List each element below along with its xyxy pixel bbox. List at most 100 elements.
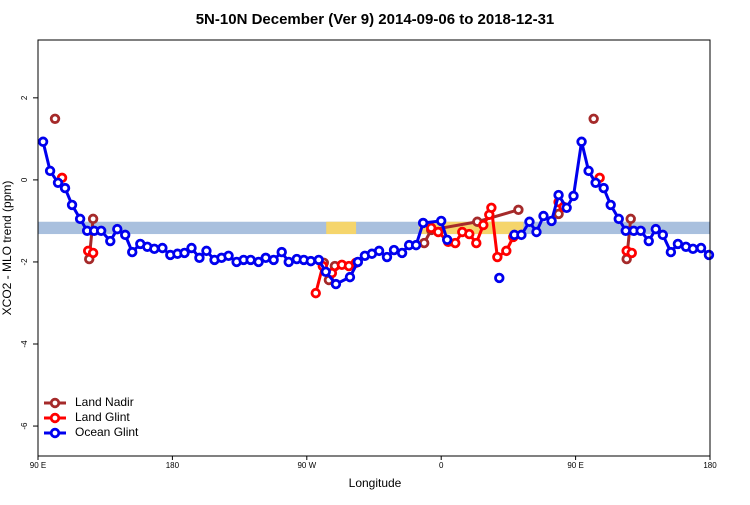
data-point: [410, 239, 422, 251]
data-point: [186, 242, 197, 254]
legend-swatch-point: [49, 397, 61, 409]
data-point: [74, 213, 86, 225]
data-point: [650, 223, 661, 235]
data-point: [605, 199, 616, 211]
data-point: [425, 222, 437, 234]
data-point: [561, 202, 572, 213]
x-tick-label: 90 E: [567, 461, 583, 470]
data-point: [418, 237, 430, 249]
data-point: [441, 234, 453, 245]
data-point: [95, 225, 107, 236]
data-point: [352, 256, 364, 268]
legend-label: Land Glint: [75, 410, 130, 424]
data-point: [305, 255, 317, 267]
data-point: [531, 226, 542, 238]
data-point: [598, 182, 609, 194]
data-point: [313, 254, 324, 266]
legend-label: Ocean Glint: [75, 425, 139, 439]
x-tick-label: 180: [166, 461, 180, 470]
data-point: [87, 247, 99, 259]
data-point: [643, 235, 654, 247]
data-point: [613, 213, 624, 225]
data-point: [320, 266, 331, 277]
data-point: [513, 204, 524, 216]
data-point: [568, 190, 579, 202]
x-tick-label: 90 E: [30, 461, 46, 470]
data-point: [625, 213, 636, 225]
data-point: [703, 249, 715, 261]
data-point: [471, 237, 482, 249]
legend-label: Land Nadir: [75, 395, 134, 409]
data-point: [179, 247, 190, 259]
data-point: [105, 235, 116, 247]
data-point: [695, 242, 707, 254]
data-point: [157, 242, 168, 254]
data-point: [436, 215, 447, 227]
data-point: [590, 177, 601, 188]
data-point: [657, 229, 669, 241]
chart-title: 5N-10N December (Ver 9) 2014-09-06 to 20…: [196, 11, 555, 28]
data-point: [396, 247, 408, 259]
data-point: [524, 216, 535, 227]
data-point: [120, 229, 131, 241]
y-tick-label: -6: [20, 422, 29, 430]
legend-swatch-point: [49, 427, 61, 439]
plot-frame: [37, 39, 711, 457]
data-point: [201, 245, 212, 257]
data-point: [635, 225, 646, 236]
data-point: [620, 225, 631, 236]
data-point: [626, 247, 637, 259]
data-point: [373, 245, 385, 257]
y-axis-label: XCO2 - MLO trend (ppm): [0, 181, 14, 316]
data-point: [492, 251, 503, 263]
data-point: [478, 219, 489, 231]
y-tick-label: 2: [20, 95, 29, 100]
series-line: [87, 200, 633, 294]
data-point: [433, 226, 444, 238]
data-point: [276, 246, 287, 258]
data-point: [44, 165, 56, 177]
data-point: [344, 271, 356, 283]
data-point: [52, 177, 64, 188]
legend-swatch-point: [49, 412, 61, 424]
data-point: [665, 246, 677, 258]
data-point: [583, 165, 594, 177]
data-point: [253, 256, 264, 268]
data-point: [87, 213, 99, 225]
x-tick-label: 90 W: [297, 461, 316, 470]
data-point: [494, 272, 505, 284]
data-point: [553, 189, 564, 201]
data-point: [417, 217, 429, 229]
data-point: [310, 287, 321, 299]
data-point: [149, 243, 160, 255]
data-point: [283, 256, 294, 268]
y-tick-label: 0: [20, 177, 29, 182]
data-point: [381, 251, 393, 263]
data-point: [486, 202, 497, 213]
data-point: [66, 199, 78, 211]
x-tick-label: 0: [439, 461, 444, 470]
band-patch: [326, 221, 357, 235]
reference-band: [38, 221, 710, 235]
data-point: [112, 223, 123, 235]
y-tick-label: -4: [20, 340, 29, 348]
data-point: [59, 182, 71, 194]
data-point: [464, 228, 475, 240]
data-point: [49, 113, 61, 124]
y-tick-label: -2: [20, 258, 29, 266]
data-point: [223, 250, 234, 261]
data-point: [687, 243, 699, 255]
data-point: [330, 278, 342, 290]
data-point: [450, 237, 461, 249]
data-point: [516, 229, 527, 241]
data-point: [245, 254, 256, 266]
data-point: [268, 254, 279, 266]
data-point: [576, 136, 587, 147]
data-point: [127, 246, 138, 258]
data-point: [546, 215, 557, 227]
data-point: [260, 252, 271, 264]
data-point: [501, 245, 512, 257]
data-point: [538, 210, 549, 222]
data-point: [194, 252, 205, 264]
